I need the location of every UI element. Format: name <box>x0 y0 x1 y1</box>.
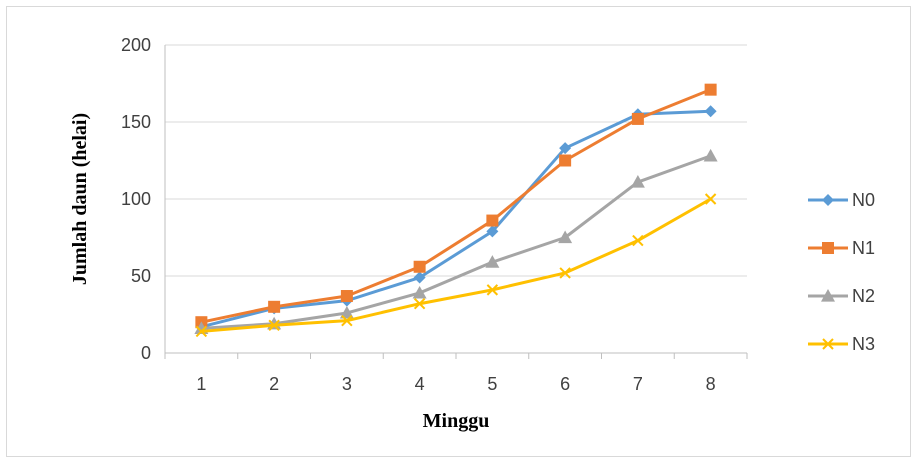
x-tick-label: 7 <box>633 374 643 394</box>
data-point-n1 <box>631 112 644 125</box>
marker-stroke <box>632 234 644 247</box>
legend-label-n3: N3 <box>852 334 875 354</box>
data-point-n0 <box>704 105 717 118</box>
data-point-n2 <box>339 305 354 319</box>
x-tick-label: 3 <box>342 374 352 394</box>
series-line-n2 <box>199 154 713 330</box>
x-tick-label: 6 <box>560 374 570 394</box>
legend-label-n0: N0 <box>852 190 875 210</box>
data-point-n2 <box>412 285 427 299</box>
x-tick-label: 8 <box>706 374 716 394</box>
y-tick-label: 50 <box>131 266 151 286</box>
legend-item-n2: N2 <box>808 286 875 306</box>
legend-label-n1: N1 <box>852 238 875 258</box>
legend-item-n1: N1 <box>808 238 875 258</box>
data-point-n2 <box>558 230 573 244</box>
data-point-n1 <box>413 260 426 273</box>
legend-marker-n3 <box>822 338 834 350</box>
legend-item-n0: N0 <box>808 190 875 210</box>
data-point-n1 <box>704 83 717 96</box>
series-n0 <box>195 105 717 333</box>
data-point-n3 <box>195 325 208 338</box>
marker-stroke <box>341 314 353 327</box>
series-n1 <box>195 83 717 329</box>
data-point-n1 <box>559 154 572 167</box>
legend-marker-n1 <box>822 242 834 254</box>
marker-stroke <box>268 319 280 331</box>
data-point-n3 <box>413 298 426 310</box>
x-axis-title: Minggu <box>423 410 490 432</box>
y-axis-title: Jumlah daun (helai) <box>69 113 91 285</box>
x-axis-ticks: 1 2 3 4 5 6 7 8 <box>196 374 715 394</box>
data-point-n3 <box>341 314 353 327</box>
gridlines <box>165 44 747 277</box>
marker-stroke <box>486 284 499 296</box>
data-point-n3 <box>486 284 499 296</box>
series-line-n1 <box>199 88 713 324</box>
data-point-n3 <box>632 234 644 247</box>
series-line-n3 <box>199 197 713 333</box>
series-group <box>194 83 718 338</box>
marker-stroke <box>559 267 571 279</box>
legend-item-n3: N3 <box>808 334 875 354</box>
data-point-n1 <box>268 300 281 313</box>
x-tick-label: 4 <box>415 374 425 394</box>
data-point-n3 <box>704 193 717 205</box>
data-point-n3 <box>559 267 571 279</box>
legend-label-n2: N2 <box>852 286 875 306</box>
y-axis-ticks: 0 50 100 150 200 <box>121 35 151 363</box>
chart-frame <box>6 6 911 457</box>
y-tick-label: 200 <box>121 35 151 55</box>
data-point-n1 <box>486 214 499 227</box>
marker-stroke <box>195 325 208 338</box>
marker-stroke <box>704 193 717 205</box>
data-point-n2 <box>630 175 645 188</box>
data-point-n1 <box>340 290 353 303</box>
x-tick-label: 1 <box>196 374 206 394</box>
marker-stroke <box>413 298 426 310</box>
data-point-n0 <box>559 142 572 155</box>
legend: N0 N1 N2 N3 <box>808 190 875 354</box>
y-tick-label: 100 <box>121 189 151 209</box>
data-point-n2 <box>703 148 718 162</box>
data-point-n2 <box>485 255 500 268</box>
y-tick-label: 150 <box>121 112 151 132</box>
legend-marker-n0 <box>822 194 834 206</box>
axes <box>164 45 748 359</box>
marker-stroke <box>822 338 834 350</box>
x-tick-label: 2 <box>269 374 279 394</box>
data-point-n3 <box>268 319 280 331</box>
data-point-n0 <box>486 225 499 238</box>
legend-marker-n2 <box>821 289 835 302</box>
y-tick-label: 0 <box>141 343 151 363</box>
x-tick-label: 5 <box>487 374 497 394</box>
series-n3 <box>195 193 717 338</box>
data-point-n0 <box>413 271 426 284</box>
series-line-n0 <box>199 109 713 329</box>
